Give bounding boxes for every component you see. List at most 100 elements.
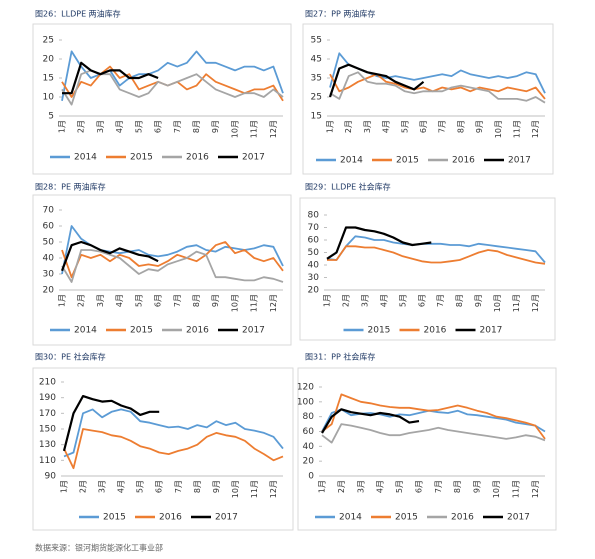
x-tick-label: 1月 [318, 480, 327, 493]
y-tick-label: 150 [39, 425, 56, 435]
chart-frame [32, 367, 294, 531]
chart-title: 图30：PE 社会库存 [35, 352, 106, 362]
series-line [63, 408, 284, 458]
x-tick-label: 5月 [134, 294, 143, 307]
y-tick-label: 70 [308, 223, 320, 233]
x-tick-label: 2月 [341, 294, 350, 307]
x-tick-label: 8月 [456, 120, 465, 133]
x-tick-label: 10月 [230, 294, 239, 312]
x-tick-label: 3月 [98, 480, 107, 493]
x-tick-label: 8月 [192, 120, 201, 133]
x-tick-label: 11月 [250, 294, 259, 312]
legend-label: 2015 [130, 153, 153, 163]
y-tick-label: 70 [43, 206, 55, 216]
x-tick-label: 12月 [531, 294, 540, 312]
x-tick-label: 9月 [211, 294, 220, 307]
x-tick-label: 4月 [115, 294, 124, 307]
y-tick-label: 40 [308, 261, 320, 271]
x-tick-label: 2月 [337, 480, 346, 493]
legend-label: 2015 [368, 326, 391, 336]
x-tick-label: 1月 [60, 480, 69, 493]
y-tick-label: 50 [43, 238, 55, 248]
x-tick-label: 9月 [474, 294, 483, 307]
x-tick-label: 11月 [512, 294, 521, 312]
x-tick-label: 5月 [134, 120, 143, 133]
x-tick-label: 4月 [379, 294, 388, 307]
chart-frame [297, 367, 557, 531]
x-tick-label: 10月 [230, 120, 239, 138]
legend-label: 2016 [186, 153, 209, 163]
y-tick-label: 120 [297, 383, 314, 393]
legend-label: 2014 [74, 153, 97, 163]
legend-label: 2016 [159, 513, 182, 523]
x-tick-label: 11月 [511, 480, 520, 498]
x-tick-label: 10月 [231, 480, 240, 498]
y-tick-label: 20 [308, 286, 320, 296]
x-tick-label: 5月 [400, 120, 409, 133]
x-tick-label: 3月 [360, 294, 369, 307]
x-tick-label: 7月 [173, 120, 182, 133]
series-line [321, 423, 546, 444]
x-tick-label: 11月 [512, 120, 521, 138]
series-line [61, 249, 284, 283]
legend-label: 2017 [480, 326, 503, 336]
y-tick-label: 0 [308, 472, 314, 482]
y-tick-label: 30 [308, 273, 320, 283]
y-tick-label: 80 [308, 211, 320, 221]
legend-label: 2017 [242, 326, 265, 336]
x-tick-label: 7月 [173, 294, 182, 307]
x-tick-label: 7月 [174, 480, 183, 493]
x-tick-label: 9月 [211, 120, 220, 133]
x-tick-label: 6月 [417, 294, 426, 307]
x-tick-label: 1月 [326, 120, 335, 133]
x-tick-label: 4月 [376, 480, 385, 493]
x-tick-label: 8月 [453, 480, 462, 493]
legend-label: 2016 [424, 326, 447, 336]
chart-title: 图31：PP 社会库存 [305, 352, 375, 362]
x-tick-label: 3月 [96, 120, 105, 133]
x-tick-label: 1月 [58, 120, 67, 133]
series-line [326, 226, 432, 260]
legend-label: 2016 [451, 513, 474, 523]
legend-label: 2014 [340, 156, 363, 166]
y-tick-label: 40 [43, 254, 55, 264]
y-tick-label: 80 [303, 412, 315, 422]
y-tick-label: 20 [43, 286, 55, 296]
y-tick-label: 35 [311, 74, 322, 84]
x-tick-label: 2月 [77, 120, 86, 133]
series-line [60, 240, 159, 272]
x-tick-label: 8月 [193, 480, 202, 493]
y-tick-label: 50 [308, 248, 320, 258]
x-tick-label: 5月 [136, 480, 145, 493]
x-tick-label: 2月 [77, 294, 86, 307]
legend-label: 2017 [242, 153, 265, 163]
legend-label: 2015 [396, 156, 419, 166]
x-tick-label: 9月 [475, 120, 484, 133]
x-tick-label: 12月 [269, 480, 278, 498]
x-tick-label: 12月 [269, 120, 278, 138]
x-tick-label: 4月 [382, 120, 391, 133]
y-tick-label: 40 [303, 442, 315, 452]
legend-label: 2017 [215, 513, 238, 523]
y-tick-label: 15 [311, 112, 322, 122]
footer: 数据来源：银河期货能源化工事业部 [35, 543, 163, 553]
series-line [326, 235, 546, 264]
series-line [321, 408, 420, 434]
chart-title: 图26：LLDPE 两油库存 [35, 9, 121, 19]
y-tick-label: 60 [43, 222, 55, 232]
series-line [327, 245, 546, 265]
series-line [329, 52, 546, 94]
x-tick-label: 2月 [79, 480, 88, 493]
x-tick-label: 12月 [531, 480, 540, 498]
y-tick-label: 100 [297, 397, 314, 407]
x-tick-label: 6月 [155, 480, 164, 493]
x-tick-label: 10月 [494, 120, 503, 138]
chart-frame [32, 23, 292, 175]
y-tick-label: 20 [303, 457, 315, 467]
y-tick-label: 30 [43, 270, 55, 280]
x-tick-label: 9月 [212, 480, 221, 493]
legend-label: 2015 [130, 326, 153, 336]
x-tick-label: 3月 [363, 120, 372, 133]
x-tick-label: 7月 [436, 294, 445, 307]
